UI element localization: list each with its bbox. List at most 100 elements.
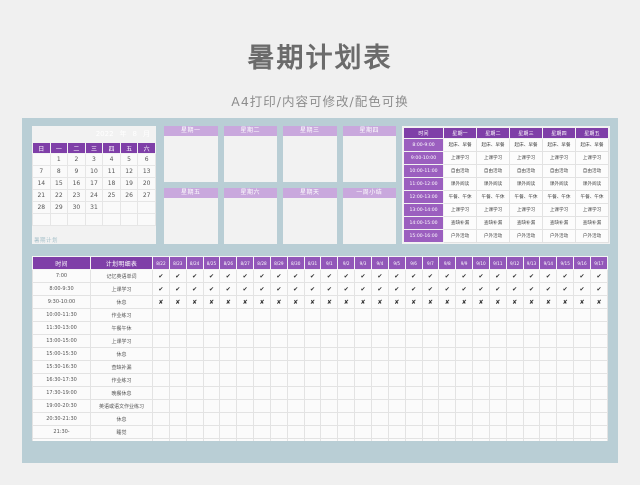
tracker-check-cell[interactable]: [522, 347, 541, 361]
tracker-check-cell[interactable]: [168, 399, 187, 413]
tracker-date-header[interactable]: 9/7: [421, 256, 440, 270]
tracker-check-cell[interactable]: [303, 308, 322, 322]
calendar-day-cell[interactable]: 26: [119, 189, 139, 202]
tracker-check-cell[interactable]: [421, 321, 440, 335]
tracker-check-cell[interactable]: [202, 321, 221, 335]
tracker-check-cell[interactable]: [202, 438, 221, 441]
tracker-check-cell[interactable]: [472, 438, 490, 441]
schedule-activity-cell[interactable]: 户外活动: [542, 229, 576, 243]
tracker-check-cell[interactable]: ✘: [202, 295, 221, 309]
tracker-check-cell[interactable]: [269, 373, 288, 387]
tracker-check-cell[interactable]: [202, 308, 221, 322]
tracker-time-cell[interactable]: 13:00-15:00: [32, 334, 91, 348]
tracker-check-cell[interactable]: [421, 399, 440, 413]
tracker-date-header[interactable]: 9/9: [455, 256, 474, 270]
tracker-check-cell[interactable]: [236, 321, 255, 335]
tracker-time-cell[interactable]: 19:00-20:30: [32, 399, 91, 413]
day-card-content[interactable]: [223, 136, 277, 182]
calendar-day-cell[interactable]: 4: [102, 153, 121, 166]
tracker-date-header[interactable]: 8/22: [152, 256, 170, 270]
tracker-check-cell[interactable]: ✘: [455, 295, 474, 309]
calendar-day-cell[interactable]: 13: [137, 165, 156, 178]
tracker-check-cell[interactable]: [303, 334, 322, 348]
calendar-day-cell[interactable]: 31: [84, 201, 104, 214]
tracker-plan-cell[interactable]: 午餐午休: [90, 321, 153, 335]
tracker-check-cell[interactable]: [438, 412, 457, 426]
tracker-check-cell[interactable]: [505, 399, 524, 413]
tracker-check-cell[interactable]: [168, 360, 187, 374]
tracker-check-cell[interactable]: [539, 308, 558, 322]
tracker-plan-cell[interactable]: 作业练习: [90, 373, 153, 387]
tracker-check-cell[interactable]: [337, 347, 356, 361]
tracker-date-header[interactable]: 9/1: [320, 256, 339, 270]
tracker-check-cell[interactable]: [286, 399, 305, 413]
tracker-check-cell[interactable]: ✘: [236, 295, 255, 309]
tracker-check-cell[interactable]: ✘: [589, 295, 608, 309]
calendar-day-cell[interactable]: 12: [119, 165, 139, 178]
tracker-check-cell[interactable]: ✘: [320, 295, 339, 309]
schedule-activity-cell[interactable]: 户外活动: [476, 229, 511, 243]
tracker-check-cell[interactable]: [370, 425, 389, 439]
tracker-check-cell[interactable]: [370, 360, 389, 374]
tracker-plan-cell[interactable]: 英语或语文作业练习: [90, 399, 153, 413]
schedule-activity-cell[interactable]: 查缺补漏: [443, 216, 478, 230]
tracker-check-cell[interactable]: ✔: [387, 282, 406, 296]
tracker-check-cell[interactable]: [404, 360, 423, 374]
schedule-activity-cell[interactable]: 自由活动: [476, 164, 511, 178]
tracker-check-cell[interactable]: [354, 373, 372, 387]
tracker-check-cell[interactable]: [438, 386, 457, 400]
tracker-check-cell[interactable]: [370, 321, 389, 335]
tracker-check-cell[interactable]: [488, 347, 507, 361]
tracker-check-cell[interactable]: ✔: [337, 282, 356, 296]
tracker-check-cell[interactable]: [236, 373, 255, 387]
tracker-plan-cell[interactable]: 休息: [90, 295, 153, 309]
tracker-check-cell[interactable]: [488, 386, 507, 400]
tracker-check-cell[interactable]: [522, 438, 541, 441]
tracker-check-cell[interactable]: [219, 425, 238, 439]
tracker-check-cell[interactable]: [455, 399, 474, 413]
tracker-check-cell[interactable]: [589, 438, 608, 441]
tracker-check-cell[interactable]: ✔: [370, 269, 389, 283]
tracker-check-cell[interactable]: [236, 334, 255, 348]
tracker-check-cell[interactable]: [505, 347, 524, 361]
tracker-check-cell[interactable]: [269, 425, 288, 439]
tracker-time-cell[interactable]: 16:30-17:30: [32, 373, 91, 387]
schedule-activity-cell[interactable]: 查缺补漏: [542, 216, 576, 230]
tracker-check-cell[interactable]: [522, 386, 541, 400]
schedule-activity-cell[interactable]: 起床、早餐: [476, 138, 511, 152]
tracker-date-header[interactable]: 9/14: [539, 256, 558, 270]
tracker-time-cell[interactable]: 8:00-9:30: [32, 282, 91, 296]
day-card-content[interactable]: [342, 136, 396, 182]
tracker-check-cell[interactable]: ✔: [185, 282, 204, 296]
calendar-day-cell[interactable]: 9: [67, 165, 86, 178]
calendar-day-cell[interactable]: 15: [49, 177, 69, 190]
tracker-check-cell[interactable]: ✔: [472, 282, 490, 296]
tracker-check-cell[interactable]: [573, 334, 591, 348]
calendar-day-cell[interactable]: 5: [119, 153, 139, 166]
tracker-date-header[interactable]: 8/29: [269, 256, 288, 270]
tracker-date-header[interactable]: 8/26: [219, 256, 238, 270]
tracker-date-header[interactable]: 9/17: [589, 256, 608, 270]
tracker-check-cell[interactable]: [253, 425, 271, 439]
tracker-check-cell[interactable]: [438, 347, 457, 361]
tracker-check-cell[interactable]: [404, 438, 423, 441]
tracker-check-cell[interactable]: [387, 308, 406, 322]
tracker-check-cell[interactable]: ✔: [337, 269, 356, 283]
calendar-day-cell[interactable]: 2: [67, 153, 86, 166]
schedule-activity-cell[interactable]: 上课学习: [509, 151, 544, 165]
tracker-date-header[interactable]: 9/11: [488, 256, 507, 270]
schedule-activity-cell[interactable]: 起床、早餐: [575, 138, 609, 152]
tracker-check-cell[interactable]: [253, 360, 271, 374]
tracker-check-cell[interactable]: [337, 308, 356, 322]
tracker-check-cell[interactable]: [269, 347, 288, 361]
schedule-activity-cell[interactable]: 课外阅读: [509, 177, 544, 191]
tracker-check-cell[interactable]: [589, 399, 608, 413]
tracker-check-cell[interactable]: [505, 425, 524, 439]
tracker-check-cell[interactable]: [320, 399, 339, 413]
tracker-date-header[interactable]: 9/13: [522, 256, 541, 270]
tracker-check-cell[interactable]: [472, 386, 490, 400]
tracker-check-cell[interactable]: [387, 360, 406, 374]
tracker-check-cell[interactable]: [286, 425, 305, 439]
tracker-check-cell[interactable]: [185, 373, 204, 387]
tracker-check-cell[interactable]: [236, 386, 255, 400]
